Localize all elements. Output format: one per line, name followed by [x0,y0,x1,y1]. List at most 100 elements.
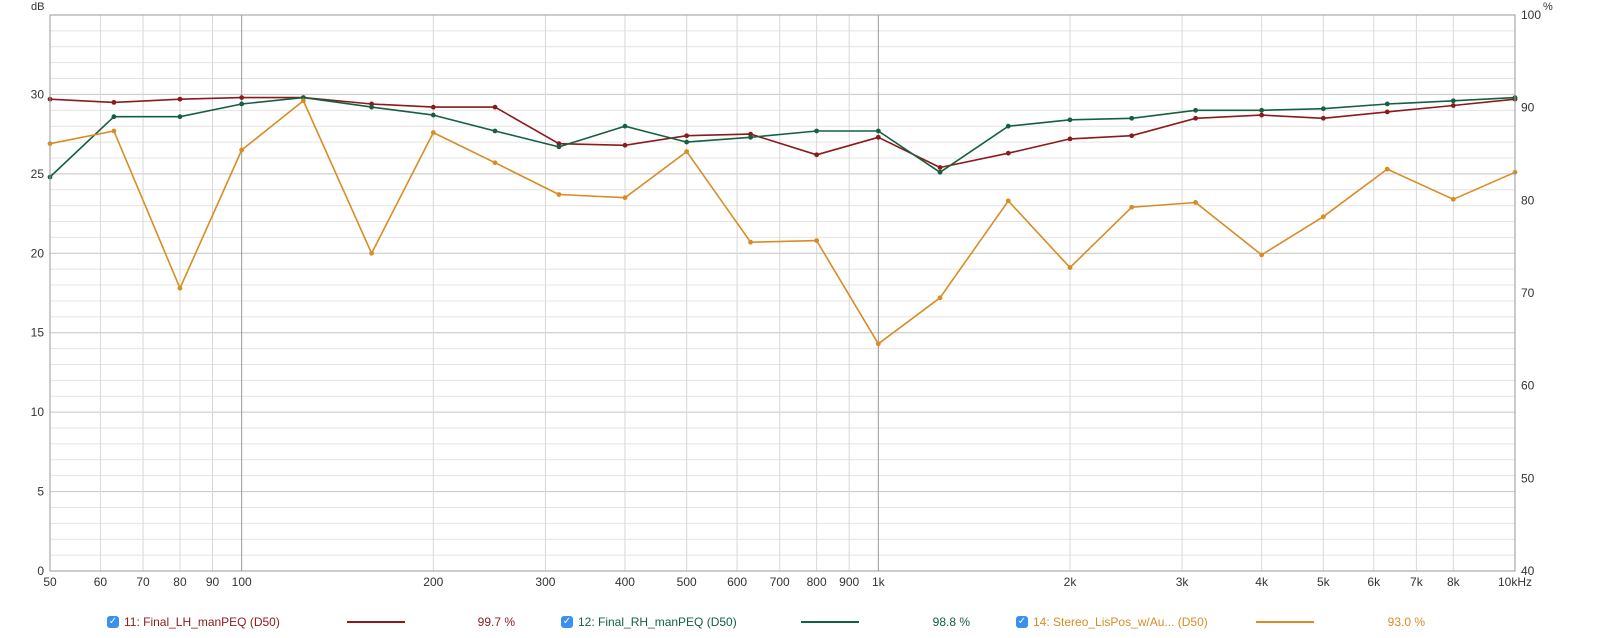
x-tick-label: 7k [1410,575,1424,589]
legend-item-1[interactable]: ✓ 11: Final_LH_manPEQ (D50) [107,612,280,632]
data-point [748,239,753,245]
series-line [49,96,1516,178]
y-left-tick-label: 30 [31,87,45,101]
legend-line-swatch [347,621,405,623]
legend-value: 93.0 % [1387,615,1425,629]
data-point [1005,123,1011,129]
legend: ✓ 11: Final_LH_manPEQ (D50) 99.7 % ✓ 12: Fin… [0,612,1600,636]
data-point [1384,166,1390,172]
series-checkbox[interactable]: ✓ [107,616,119,628]
data-point [430,104,436,110]
series-1 [47,95,1518,170]
y-left-tick-label: 20 [31,246,45,260]
x-tick-label: 300 [535,575,555,589]
x-tick-label: 700 [770,575,790,589]
series-line [49,96,1516,169]
y-right-tick-label: 90 [1521,101,1535,115]
data-point [177,114,183,120]
data-point [177,96,183,102]
data-point [622,142,628,148]
data-point [239,95,245,101]
data-point [684,133,690,139]
data-point [300,98,306,104]
y-left-tick-label: 10 [31,405,45,419]
x-tick-label: 60 [94,575,108,589]
data-point [556,144,562,150]
data-point [1067,136,1073,142]
legend-item-3[interactable]: ✓ 14: Stereo_LisPos_w/Au... (D50) [1016,612,1208,632]
y-left-tick-label: 15 [31,326,45,340]
data-point [937,165,943,170]
y-right-tick-label: 50 [1521,471,1535,485]
x-tick-label: 1k [872,575,886,589]
data-point [1193,115,1198,121]
data-point [748,134,753,140]
data-point [875,134,881,140]
data-point [1259,112,1265,118]
data-point [1005,150,1011,156]
y-right-tick-label: 70 [1521,286,1535,300]
data-point [1384,109,1390,115]
data-point [1450,103,1456,108]
series-line [49,100,1516,345]
x-tick-label: 3k [1176,575,1190,589]
data-point [492,104,498,110]
x-tick-label: 100 [232,575,252,589]
data-point [1320,106,1326,112]
x-tick-label: 500 [677,575,697,589]
grid-layer [49,14,1516,572]
data-point [369,104,375,110]
data-point [875,128,881,134]
data-point [556,192,562,197]
axis-layer: dB % 50 60 70 80 90 100 200 300 400 500 600 700 800 9… [31,1,1553,589]
x-tick-label: 2k [1064,575,1078,589]
data-point [1450,196,1456,202]
data-point [1067,117,1073,123]
data-point [1259,107,1265,113]
legend-value: 99.7 % [477,615,515,629]
x-tick-label: 10kHz [1498,575,1532,589]
x-tick-label: 4k [1255,575,1269,589]
data-point [1259,252,1265,258]
data-point [1193,200,1198,205]
series-checkbox[interactable]: ✓ [1016,616,1028,628]
x-tick-label: 70 [136,575,150,589]
x-tick-label: 50 [43,575,57,589]
data-point [814,128,820,134]
data-point [1193,107,1198,113]
y-right-tick-label: 80 [1521,193,1535,207]
x-tick-label: 600 [727,575,747,589]
series-2 [47,95,1518,180]
data-point [1384,101,1390,107]
data-point [1320,115,1326,121]
data-point [937,169,943,175]
y-left-tick-label: 25 [31,167,45,181]
data-point [814,238,820,243]
x-tick-label: 800 [807,575,827,589]
y-left-tick-label: 0 [37,564,44,578]
x-tick-label: 200 [423,575,443,589]
data-point [239,101,245,107]
x-tick-label: 6k [1367,575,1381,589]
y-right-tick-label: 40 [1521,564,1535,578]
series-checkbox[interactable]: ✓ [561,616,573,628]
right-unit-label: % [1543,1,1553,13]
legend-item-2[interactable]: ✓ 12: Final_RH_manPEQ (D50) [561,612,737,632]
x-tick-label: 900 [839,575,859,589]
data-point [622,123,628,129]
data-point [111,114,117,120]
data-point [1067,265,1073,270]
y-right-tick-label: 60 [1521,379,1535,393]
data-point [111,99,117,105]
legend-label: 14: Stereo_LisPos_w/Au... (D50) [1033,615,1208,629]
x-tick-label: 80 [173,575,187,589]
series-3 [47,98,1518,347]
data-point [239,147,245,153]
x-tick-label: 8k [1447,575,1461,589]
data-point [1320,214,1326,220]
data-point [492,160,498,166]
data-point [1129,204,1135,210]
data-point [430,112,436,118]
data-point [369,250,375,256]
data-point [430,130,436,135]
